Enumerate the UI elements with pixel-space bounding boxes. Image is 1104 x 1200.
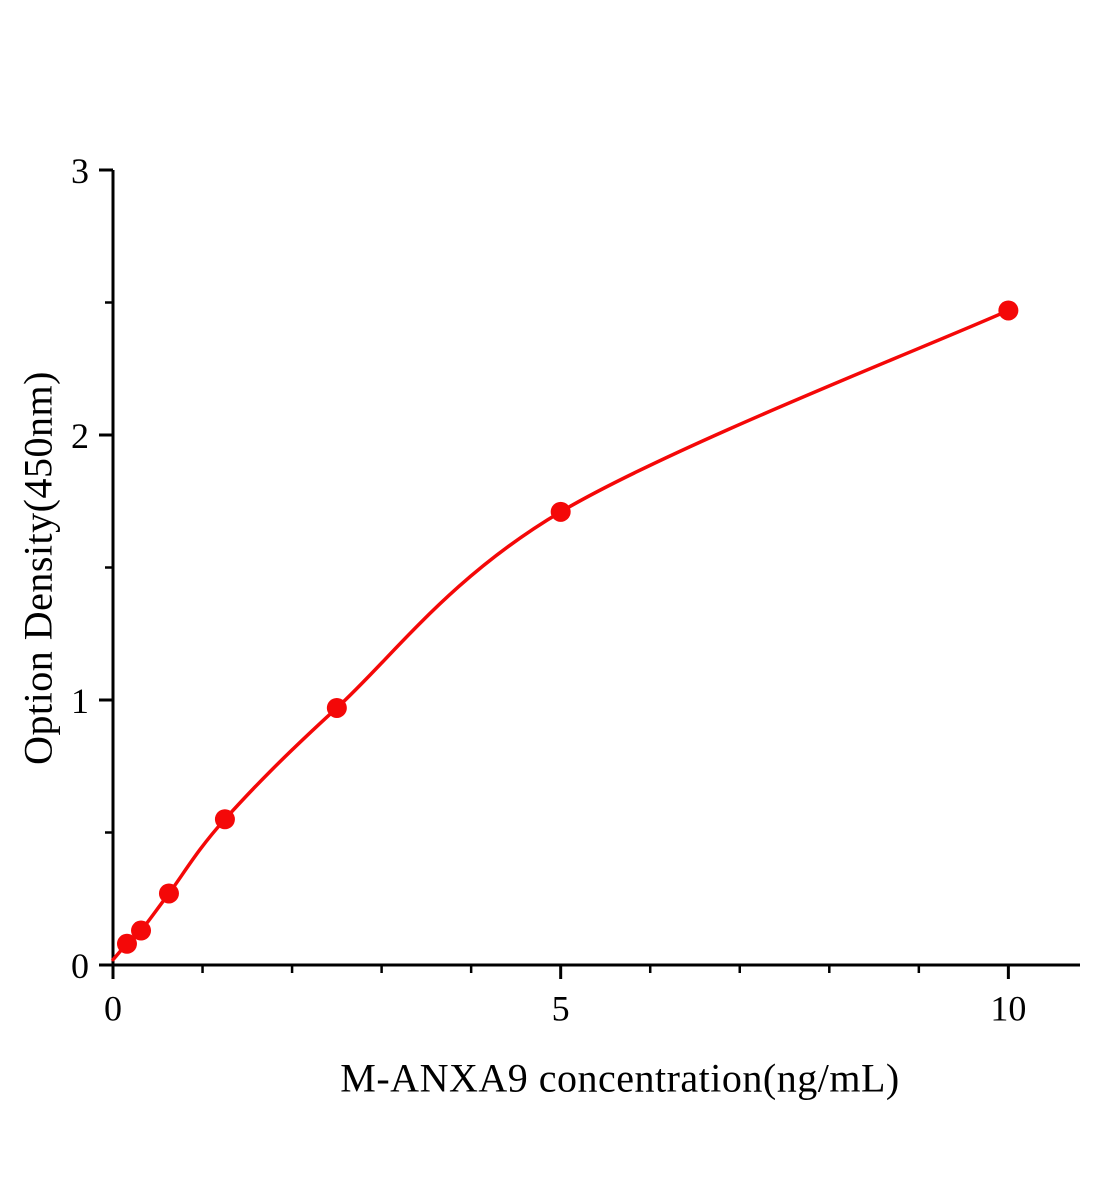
fit-curve [111,308,1011,962]
y-tick-label: 3 [71,151,89,191]
data-point-marker [131,920,152,941]
data-point-marker [214,809,235,830]
data-point-marker [158,883,179,904]
x-axis-title: M-ANXA9 concentration(ng/mL) [340,1055,900,1101]
x-tick-label: 5 [552,989,570,1029]
data-point-marker [998,300,1019,321]
x-tick-label: 0 [104,989,122,1029]
data-point-marker [326,697,347,718]
y-tick-label: 0 [71,946,89,986]
y-tick-label: 1 [71,681,89,721]
y-tick-label: 2 [71,416,89,456]
x-tick-label: 10 [990,989,1026,1029]
data-point-marker [550,501,571,522]
data-point-marker [116,933,137,954]
y-axis-title: Option Density(450nm) [15,371,61,765]
